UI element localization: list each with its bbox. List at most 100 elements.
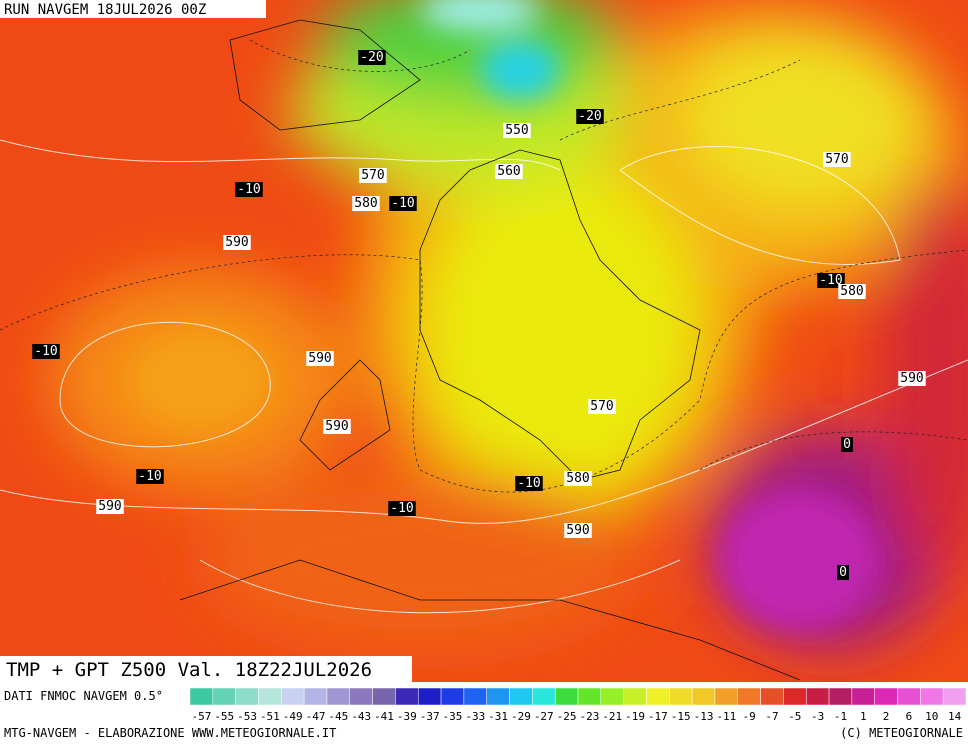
colorbar-label: -43: [351, 710, 371, 723]
colorbar-swatch: [235, 687, 259, 706]
temperature-label: -10: [819, 273, 842, 288]
height-label-box: [823, 152, 851, 167]
colorbar-swatch: [189, 687, 214, 706]
height-label: 590: [566, 523, 589, 538]
temperature-label-box: [358, 50, 386, 65]
colorbar-label: -19: [625, 710, 645, 723]
temperature-label-box: [817, 273, 845, 288]
height-label-box: [306, 351, 334, 366]
height-label: 590: [225, 235, 248, 250]
temperature-label: -10: [138, 469, 161, 484]
temperature-label-box: [576, 109, 604, 124]
temperature-label-box: [841, 437, 853, 452]
colorbar-swatch: [942, 687, 967, 706]
colorbar-swatch: [737, 687, 761, 706]
height-label-box: [96, 499, 124, 514]
colorbar-label: 10: [925, 710, 938, 723]
colorbar-swatch: [509, 687, 533, 706]
colorbar-swatch: [669, 687, 693, 706]
temperature-label-box: [388, 501, 416, 516]
colorbar-label: -17: [648, 710, 668, 723]
colorbar-swatch: [851, 687, 875, 706]
colorbar-label: -25: [557, 710, 577, 723]
map-field: [0, 0, 968, 682]
colorbar-label: -29: [511, 710, 531, 723]
colorbar-label: -51: [260, 710, 280, 723]
colorbar-label: -27: [534, 710, 554, 723]
temperature-label-box: [515, 476, 543, 491]
colorbar-swatch: [303, 687, 328, 706]
colorbar-swatch: [805, 687, 830, 706]
header-box: [0, 0, 266, 18]
height-label-box: [564, 523, 592, 538]
height-label-box: [564, 471, 592, 486]
height-label: 580: [840, 284, 863, 299]
colorbar-swatch: [920, 687, 944, 706]
colorbar-label: -39: [397, 710, 417, 723]
height-label-box: [503, 123, 531, 138]
colorbar-swatch: [212, 687, 236, 706]
temperature-label: -10: [390, 501, 413, 516]
height-label-box: [359, 168, 387, 183]
colorbar-label: -9: [743, 710, 756, 723]
height-label-box: [352, 196, 380, 211]
height-label: 590: [325, 419, 348, 434]
colorbar-swatch: [828, 687, 853, 706]
colorbar-swatch: [532, 687, 556, 706]
height-label: 580: [566, 471, 589, 486]
colorbar-swatch: [897, 687, 921, 706]
colorbar-label: -21: [602, 710, 622, 723]
colorbar-swatch: [486, 687, 510, 706]
height-label: 570: [361, 168, 384, 183]
temperature-label: 0: [839, 565, 847, 580]
temperature-label-box: [837, 565, 849, 580]
height-label-box: [838, 284, 866, 299]
height-label: 570: [590, 399, 613, 414]
temperature-label: -10: [34, 344, 57, 359]
colorbar-swatch: [281, 687, 305, 706]
colorbar-swatch: [760, 687, 784, 706]
colorbar-swatch: [372, 687, 396, 706]
colorbar-label: 6: [906, 710, 913, 723]
height-label: 570: [825, 152, 848, 167]
caption: TMP + GPT Z500 Val. 18Z22JUL2026: [6, 659, 372, 681]
colorbar-label: -41: [374, 710, 394, 723]
colorbar-label: -3: [811, 710, 824, 723]
height-label: 590: [900, 371, 923, 386]
credit: MTG-NAVGEM - ELABORAZIONE WWW.METEOGIORN…: [4, 726, 336, 740]
colorbar-label: 2: [883, 710, 890, 723]
temperature-label-box: [235, 182, 263, 197]
colorbar-swatch: [874, 687, 898, 706]
colorbar-label: -1: [834, 710, 847, 723]
colorbar-swatch: [395, 687, 419, 706]
colorbar-swatch: [600, 687, 624, 706]
colorbar-label: -11: [716, 710, 736, 723]
source: DATI FNMOC NAVGEM 0.5°: [4, 689, 163, 703]
colorbar-swatch: [714, 687, 739, 706]
colorbar-swatch: [554, 687, 579, 706]
colorbar-swatch: [691, 687, 716, 706]
colorbar-swatch: [326, 687, 351, 706]
temperature-label: 0: [843, 437, 851, 452]
colorbar-label: -49: [283, 710, 303, 723]
colorbar-swatch: [349, 687, 373, 706]
copyright: (C) METEOGIORNALE: [840, 726, 963, 740]
temperature-label: -20: [360, 50, 383, 65]
colorbar-label: -23: [579, 710, 599, 723]
temperature-label: -10: [517, 476, 540, 491]
colorbar-label: -37: [420, 710, 440, 723]
colorbar-label: -55: [214, 710, 234, 723]
colorbar-label: -47: [306, 710, 326, 723]
run-title: RUN NAVGEM 18JUL2026 00Z: [4, 2, 206, 18]
height-label: 590: [98, 499, 121, 514]
temperature-label-box: [136, 469, 164, 484]
colorbar-swatch: [463, 687, 487, 706]
height-label: 580: [354, 196, 377, 211]
height-label-box: [898, 371, 926, 386]
colorbar-label: 1: [860, 710, 867, 723]
height-label: 560: [497, 164, 520, 179]
colorbar-label: -53: [237, 710, 257, 723]
colorbar-label: -33: [465, 710, 485, 723]
height-label: 590: [308, 351, 331, 366]
